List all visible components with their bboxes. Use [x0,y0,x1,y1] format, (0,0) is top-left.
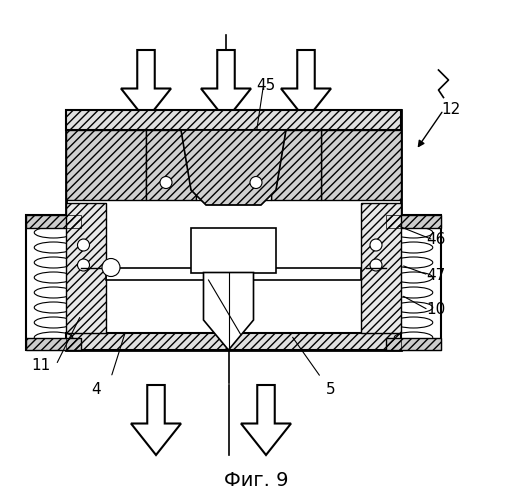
Bar [66,202,106,332]
Bar [271,130,321,200]
Text: 11: 11 [31,358,51,372]
Bar [386,215,441,228]
Bar [66,130,146,200]
Bar [386,338,441,350]
Bar [321,130,401,200]
Circle shape [370,259,382,271]
Bar [106,268,361,280]
Bar [66,332,401,350]
Bar [321,130,401,200]
Bar [196,130,271,200]
Circle shape [102,258,120,276]
Bar [26,215,81,228]
Text: 5: 5 [326,382,336,398]
Text: 12: 12 [441,102,461,118]
Circle shape [77,239,90,251]
Bar [26,338,81,350]
Bar [66,110,401,130]
Text: Фиг. 9: Фиг. 9 [224,470,288,490]
Bar [361,202,401,332]
Bar [386,338,441,350]
Circle shape [370,239,382,251]
Bar [26,215,81,350]
Polygon shape [131,385,181,455]
Polygon shape [121,50,171,120]
Bar [146,130,196,200]
Bar [66,332,401,350]
Bar [386,215,441,228]
Circle shape [77,259,90,271]
Bar [26,215,81,228]
Polygon shape [181,130,286,205]
Bar [26,338,81,350]
Text: 46: 46 [426,232,445,248]
Bar [66,130,146,200]
Text: 45: 45 [257,78,275,92]
Text: 10: 10 [426,302,445,318]
Bar [66,202,106,332]
Bar [191,228,276,272]
Bar [66,110,401,130]
Polygon shape [203,272,253,350]
Bar [146,130,196,200]
Bar [66,110,401,350]
Text: 4: 4 [91,382,101,398]
Bar [271,130,321,200]
Polygon shape [241,385,291,455]
Circle shape [160,176,172,188]
Polygon shape [281,50,331,120]
Text: 47: 47 [426,268,445,282]
Bar [386,215,441,350]
Bar [361,202,401,332]
Circle shape [250,176,262,188]
Polygon shape [201,50,251,120]
